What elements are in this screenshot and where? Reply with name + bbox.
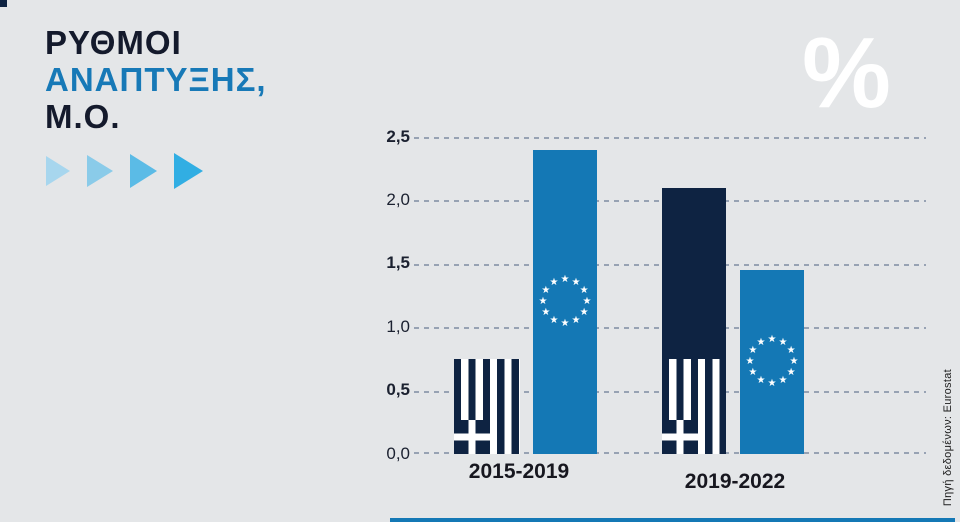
star-icon: ★	[549, 315, 559, 327]
bottom-accent-strip	[390, 518, 955, 522]
bar-greece-2015-2019	[454, 359, 520, 454]
star-icon: ★	[789, 356, 799, 367]
y-tick-label: 2,0	[386, 190, 410, 209]
bar-greece-2019-2022	[662, 188, 726, 454]
greek-flag-icon	[454, 359, 520, 454]
right-triangle-arrow-icon	[87, 155, 113, 187]
greek-flag-icon	[662, 359, 726, 454]
eu-circle-of-stars-icon: ★ ★ ★ ★ ★ ★ ★ ★ ★ ★ ★ ★	[740, 270, 804, 454]
star-icon: ★	[767, 334, 777, 345]
star-icon: ★	[756, 336, 766, 348]
star-icon: ★	[571, 276, 581, 288]
star-icon: ★	[748, 345, 758, 356]
source-credit: Πηγή δεδομένων: Eurostat	[942, 368, 954, 506]
right-triangle-arrow-icon	[46, 156, 70, 186]
star-icon: ★	[579, 307, 589, 318]
y-tick-label: 2,5	[386, 127, 410, 146]
star-icon: ★	[756, 375, 766, 387]
y-tick-label: 1,0	[386, 317, 410, 336]
gridline	[414, 137, 926, 139]
star-icon: ★	[745, 356, 755, 367]
y-tick-label: 1,5	[386, 253, 410, 272]
star-icon: ★	[560, 274, 570, 285]
star-icon: ★	[786, 367, 796, 378]
star-icon: ★	[582, 296, 592, 307]
plot-area: ★ ★ ★ ★ ★ ★ ★ ★ ★ ★ ★ ★ ★ ★ ★ ★ ★ ★ ★ ★ ★ ★ ★ ★	[414, 137, 926, 454]
star-icon: ★	[579, 285, 589, 296]
title-line-1: ΡΥΘΜΟΙ	[45, 24, 182, 61]
y-tick-label: 0,0	[386, 444, 410, 463]
right-triangle-arrow-icon	[130, 154, 157, 188]
greek-flag-cross-icon	[454, 420, 490, 454]
bar-eu-2015-2019: ★ ★ ★ ★ ★ ★ ★ ★ ★ ★ ★ ★	[533, 150, 597, 454]
title-line-3: Μ.Ο.	[45, 98, 121, 135]
star-icon: ★	[560, 318, 570, 329]
x-category-label: 2015-2019	[468, 460, 570, 483]
bar-eu-2019-2022: ★ ★ ★ ★ ★ ★ ★ ★ ★ ★ ★ ★	[740, 270, 804, 454]
star-icon: ★	[541, 285, 551, 296]
percent-icon: %	[802, 17, 891, 129]
star-icon: ★	[778, 375, 788, 387]
star-icon: ★	[767, 378, 777, 389]
star-icon: ★	[541, 307, 551, 318]
star-icon: ★	[786, 345, 796, 356]
star-icon: ★	[549, 276, 559, 288]
arrow-decoration	[46, 153, 220, 189]
right-triangle-arrow-icon	[174, 153, 203, 189]
greek-flag-cross-icon	[662, 420, 698, 454]
y-tick-label: 0,5	[386, 380, 410, 399]
star-icon: ★	[778, 336, 788, 348]
star-icon: ★	[571, 315, 581, 327]
title-line-2: ΑΝΑΠΤΥΞΗΣ,	[45, 61, 267, 98]
star-icon: ★	[748, 367, 758, 378]
x-category-label: 2019-2022	[684, 470, 786, 493]
chart-title: ΡΥΘΜΟΙ ΑΝΑΠΤΥΞΗΣ, Μ.Ο.	[45, 24, 267, 135]
star-icon: ★	[538, 296, 548, 307]
eu-circle-of-stars-icon: ★ ★ ★ ★ ★ ★ ★ ★ ★ ★ ★ ★	[533, 150, 597, 454]
corner-mark	[0, 0, 7, 7]
